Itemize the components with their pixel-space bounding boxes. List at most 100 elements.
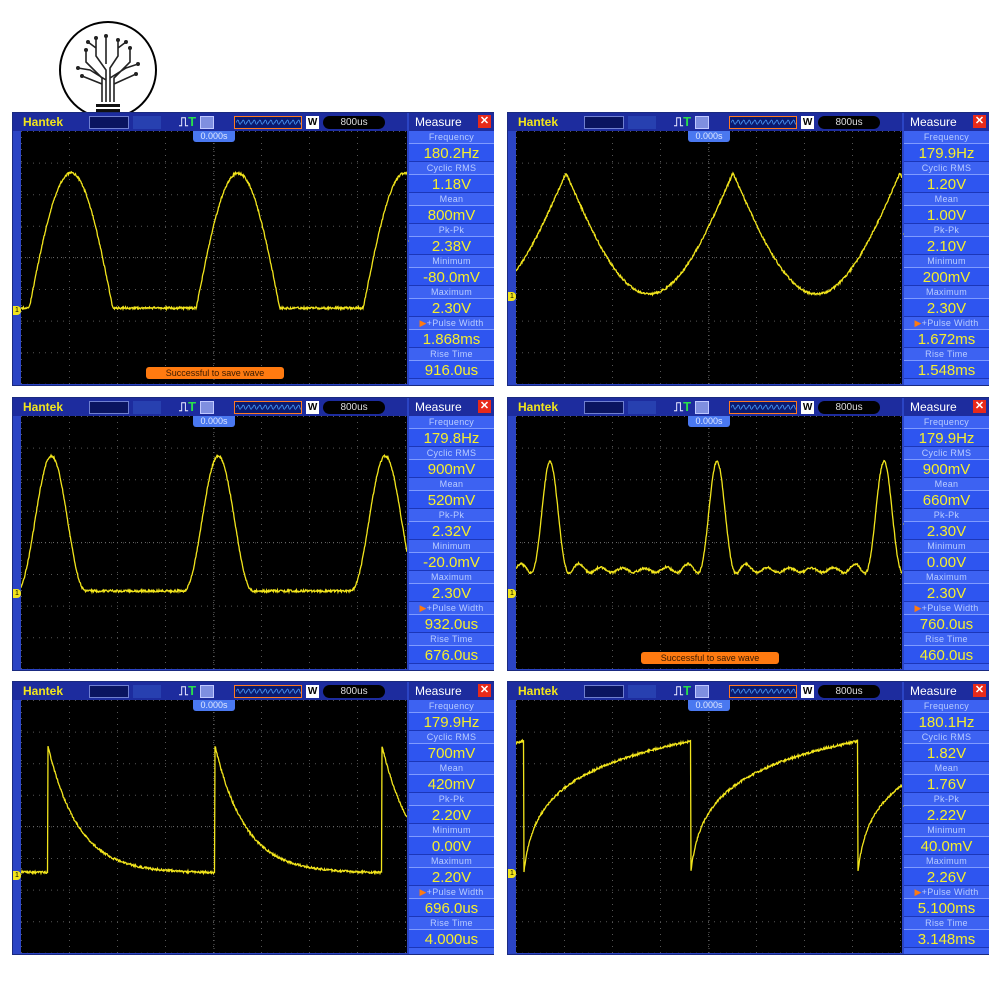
measure-value[interactable]: 179.9Hz — [409, 712, 494, 731]
time-position-readout[interactable]: 0.000s — [193, 131, 235, 142]
measure-value[interactable]: 760.0us — [904, 614, 989, 633]
measure-value[interactable]: 0.00V — [904, 552, 989, 571]
time-position-readout[interactable]: 0.000s — [688, 416, 730, 427]
channel1-ground-marker[interactable]: 1 — [13, 589, 21, 598]
measure-value[interactable]: 1.00V — [904, 205, 989, 224]
measure-value[interactable]: 2.20V — [409, 867, 494, 886]
measure-value[interactable]: 800mV — [409, 205, 494, 224]
timebase-readout[interactable]: 800us — [323, 115, 386, 129]
trigger-type-icon[interactable]: ⎍T — [179, 399, 197, 414]
measure-label: Maximum — [904, 855, 989, 867]
measure-label-text: Minimum — [927, 825, 966, 835]
measure-value[interactable]: 2.38V — [409, 236, 494, 255]
measure-value[interactable]: 2.26V — [904, 867, 989, 886]
measure-value[interactable]: 660mV — [904, 490, 989, 509]
measure-value[interactable]: 200mV — [904, 267, 989, 286]
display-mode-icon[interactable] — [584, 684, 624, 698]
measure-value[interactable]: 3.148ms — [904, 929, 989, 948]
display-mode-icon[interactable] — [89, 115, 129, 129]
time-position-readout[interactable]: 0.000s — [193, 416, 235, 427]
display-mode-icon[interactable] — [584, 400, 624, 414]
trigger-type-icon[interactable]: ⎍T — [674, 399, 692, 414]
close-icon[interactable]: ✕ — [973, 115, 986, 128]
channel1-ground-marker[interactable]: 1 — [13, 306, 21, 315]
measure-value[interactable]: 2.30V — [409, 298, 494, 317]
measure-value[interactable]: 2.10V — [904, 236, 989, 255]
channel1-ground-marker[interactable]: 1 — [508, 292, 516, 301]
measure-value[interactable]: 4.000us — [409, 929, 494, 948]
measure-value[interactable]: 676.0us — [409, 645, 494, 664]
memory-window-label: W — [801, 684, 815, 698]
display-mode-icon[interactable] — [584, 115, 624, 129]
measure-title-text: Measure — [415, 684, 462, 698]
channel1-ground-marker[interactable]: 1 — [508, 869, 516, 878]
measure-value[interactable]: 180.2Hz — [409, 143, 494, 162]
measure-value[interactable]: 1.868ms — [409, 329, 494, 348]
channel1-ground-marker[interactable]: 1 — [13, 871, 21, 880]
display-mode-icon[interactable] — [89, 400, 129, 414]
trigger-type-icon[interactable]: ⎍T — [179, 114, 197, 129]
measure-value[interactable]: -20.0mV — [409, 552, 494, 571]
measure-value[interactable]: 900mV — [904, 459, 989, 478]
measure-label: Rise Time — [904, 348, 989, 360]
measure-value[interactable]: 1.548ms — [904, 360, 989, 379]
measure-value[interactable]: 5.100ms — [904, 898, 989, 917]
measure-value[interactable]: 1.20V — [904, 174, 989, 193]
timebase-readout[interactable]: 800us — [323, 684, 386, 698]
measure-label-text: Mean — [439, 763, 464, 773]
measure-value[interactable]: 2.30V — [904, 298, 989, 317]
close-icon[interactable]: ✕ — [973, 684, 986, 697]
measure-value[interactable]: 1.76V — [904, 774, 989, 793]
time-position-readout[interactable]: 0.000s — [688, 131, 730, 142]
measure-value[interactable]: 2.30V — [904, 521, 989, 540]
measure-panel: Measure ✕ Frequency 180.1Hz Cyclic RMS 1.82V… — [904, 682, 989, 954]
save-icon[interactable] — [200, 684, 215, 698]
save-toast: Successful to save wave — [641, 652, 779, 664]
measure-value[interactable]: 2.22V — [904, 805, 989, 824]
measure-value[interactable]: 420mV — [409, 774, 494, 793]
measure-value[interactable]: 2.20V — [409, 805, 494, 824]
measure-value[interactable]: 520mV — [409, 490, 494, 509]
timebase-readout[interactable]: 800us — [818, 684, 881, 698]
time-position-readout[interactable]: 0.000s — [193, 700, 235, 711]
measure-value[interactable]: 2.30V — [409, 583, 494, 602]
measure-value[interactable]: 0.00V — [409, 836, 494, 855]
timebase-readout[interactable]: 800us — [818, 115, 881, 129]
channel1-ground-marker[interactable]: 1 — [508, 589, 516, 598]
measure-value[interactable]: 1.18V — [409, 174, 494, 193]
measure-value[interactable]: 180.1Hz — [904, 712, 989, 731]
save-icon[interactable] — [200, 115, 215, 129]
measure-value[interactable]: 1.82V — [904, 743, 989, 762]
toolbar: Hantek ⎍T ∿∿∿∿∿∿∿∿∿∿∿∿∿∿ W 800us — [508, 398, 902, 416]
trigger-type-icon[interactable]: ⎍T — [674, 114, 692, 129]
measure-value[interactable]: 900mV — [409, 459, 494, 478]
measure-value[interactable]: 2.32V — [409, 521, 494, 540]
measure-value[interactable]: 2.30V — [904, 583, 989, 602]
close-icon[interactable]: ✕ — [478, 115, 491, 128]
save-icon[interactable] — [695, 400, 710, 414]
timebase-readout[interactable]: 800us — [323, 400, 386, 414]
measure-value[interactable]: 932.0us — [409, 614, 494, 633]
measure-value[interactable]: 179.8Hz — [409, 428, 494, 447]
measure-value[interactable]: 696.0us — [409, 898, 494, 917]
save-icon[interactable] — [695, 115, 710, 129]
time-position-readout[interactable]: 0.000s — [688, 700, 730, 711]
waveform-screen: 0.000s 1 Successful to save wave — [508, 416, 910, 669]
measure-value[interactable]: 460.0us — [904, 645, 989, 664]
save-icon[interactable] — [200, 400, 215, 414]
measure-value[interactable]: 40.0mV — [904, 836, 989, 855]
save-icon[interactable] — [695, 684, 710, 698]
trigger-type-icon[interactable]: ⎍T — [179, 683, 197, 698]
measure-value[interactable]: -80.0mV — [409, 267, 494, 286]
trigger-type-icon[interactable]: ⎍T — [674, 683, 692, 698]
display-mode-icon[interactable] — [89, 684, 129, 698]
close-icon[interactable]: ✕ — [973, 400, 986, 413]
measure-value[interactable]: 916.0us — [409, 360, 494, 379]
close-icon[interactable]: ✕ — [478, 684, 491, 697]
measure-value[interactable]: 179.9Hz — [904, 143, 989, 162]
close-icon[interactable]: ✕ — [478, 400, 491, 413]
timebase-readout[interactable]: 800us — [818, 400, 881, 414]
measure-value[interactable]: 700mV — [409, 743, 494, 762]
measure-value[interactable]: 1.672ms — [904, 329, 989, 348]
measure-value[interactable]: 179.9Hz — [904, 428, 989, 447]
